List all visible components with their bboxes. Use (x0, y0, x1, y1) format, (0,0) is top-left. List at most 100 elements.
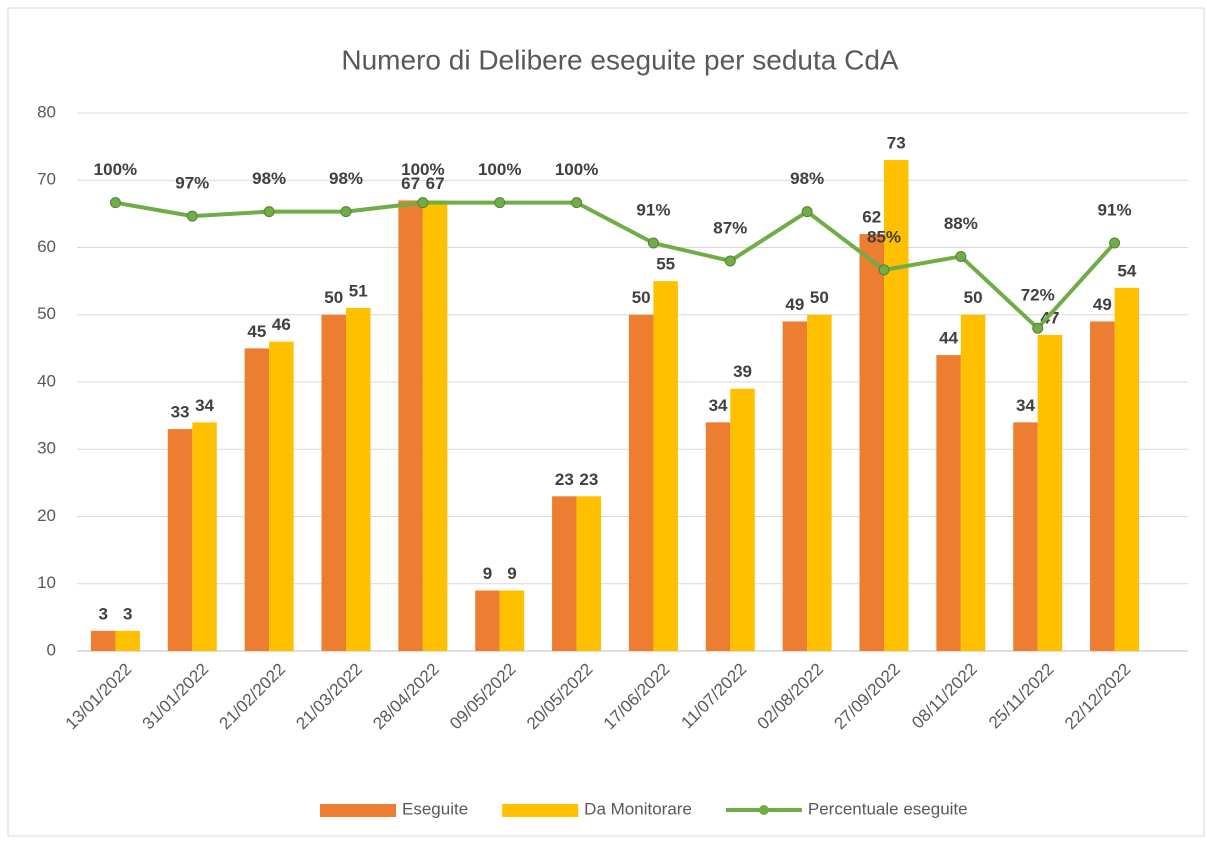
bar (90, 630, 116, 651)
data-label: 85% (867, 227, 901, 246)
bar (1037, 334, 1063, 651)
data-label: 67 (426, 174, 445, 193)
bar (782, 321, 808, 651)
bar (475, 590, 500, 651)
bar (167, 429, 193, 651)
line-point (801, 206, 813, 218)
bar (730, 388, 755, 651)
data-label: 97% (175, 174, 209, 193)
data-label: 91% (636, 201, 670, 220)
data-label: 91% (1098, 201, 1132, 220)
bar (422, 200, 448, 652)
bar (1013, 422, 1038, 651)
legend-marker (758, 805, 769, 815)
y-tick-label: 30 (37, 439, 56, 458)
line-point (571, 197, 583, 209)
data-label: 72% (1021, 286, 1055, 305)
line-point (186, 210, 198, 222)
chart-title: Numero di Delibere eseguite per seduta C… (341, 44, 899, 75)
data-label: 67 (401, 174, 420, 193)
data-label: 34 (1016, 396, 1035, 415)
data-label: 100% (401, 160, 444, 179)
data-label: 46 (272, 315, 291, 334)
data-label: 33 (171, 403, 190, 422)
data-label: 73 (887, 134, 906, 153)
bar (884, 160, 909, 651)
data-label: 98% (790, 169, 824, 188)
data-label: 44 (939, 329, 958, 348)
line-point (109, 197, 121, 209)
legend-swatch (502, 804, 579, 817)
bar (807, 314, 832, 651)
line-point (955, 250, 967, 262)
y-tick-label: 20 (37, 506, 56, 525)
data-label: 50 (632, 288, 651, 307)
chart-frame (7, 7, 1205, 837)
line-point (878, 264, 890, 276)
line-point (1109, 237, 1121, 249)
data-label: 3 (123, 604, 132, 623)
data-label: 50 (964, 288, 983, 307)
data-label: 45 (247, 322, 266, 341)
y-tick-label: 0 (47, 640, 56, 659)
bar (192, 422, 217, 651)
data-label: 50 (810, 288, 829, 307)
bar (321, 314, 346, 651)
line-point (494, 197, 506, 209)
line (115, 200, 1117, 331)
bar (346, 308, 371, 651)
data-label: 98% (329, 169, 363, 188)
data-label: 50 (324, 288, 343, 307)
data-label: 39 (733, 362, 752, 381)
line-point (417, 197, 429, 209)
bar (115, 630, 140, 651)
bar (628, 314, 654, 651)
y-tick-label: 50 (37, 304, 56, 323)
legend-label: Eseguite (402, 799, 468, 818)
bar (499, 590, 525, 651)
line-point (724, 255, 736, 267)
legend-label: Percentuale eseguite (808, 799, 968, 818)
data-label: 3 (98, 604, 107, 623)
bar (552, 496, 577, 651)
data-label: 51 (349, 282, 368, 301)
data-label: 23 (555, 470, 574, 489)
legend-swatch (320, 804, 396, 817)
bar (244, 348, 270, 651)
line-point (647, 237, 659, 249)
data-label: 49 (1093, 295, 1112, 314)
bar (269, 341, 294, 651)
data-label: 100% (478, 160, 521, 179)
bar (705, 422, 731, 651)
line-point (1032, 322, 1044, 334)
y-tick-label: 60 (37, 237, 56, 256)
y-tick-label: 40 (37, 371, 56, 390)
y-tick-label: 10 (37, 573, 56, 592)
y-tick-label: 80 (37, 102, 56, 121)
line-point (340, 206, 352, 218)
data-label: 100% (94, 160, 137, 179)
bar (1090, 321, 1115, 651)
bar (653, 281, 678, 651)
bar (398, 200, 423, 652)
data-label: 62 (862, 208, 881, 227)
legend-label: Da Monitorare (584, 799, 692, 818)
data-label: 23 (579, 470, 598, 489)
bar (859, 234, 884, 652)
data-label: 49 (785, 295, 804, 314)
data-label: 88% (944, 214, 978, 233)
data-label: 9 (483, 564, 492, 583)
line-point (263, 206, 275, 218)
data-label: 55 (656, 255, 675, 274)
bar (960, 314, 986, 651)
data-label: 34 (709, 396, 728, 415)
bar (1114, 287, 1140, 651)
data-label: 100% (555, 160, 598, 179)
data-label: 34 (195, 396, 214, 415)
data-label: 87% (713, 218, 747, 237)
data-label: 54 (1117, 261, 1136, 280)
data-label: 9 (507, 564, 516, 583)
bar (936, 355, 961, 651)
data-label: 98% (252, 169, 286, 188)
